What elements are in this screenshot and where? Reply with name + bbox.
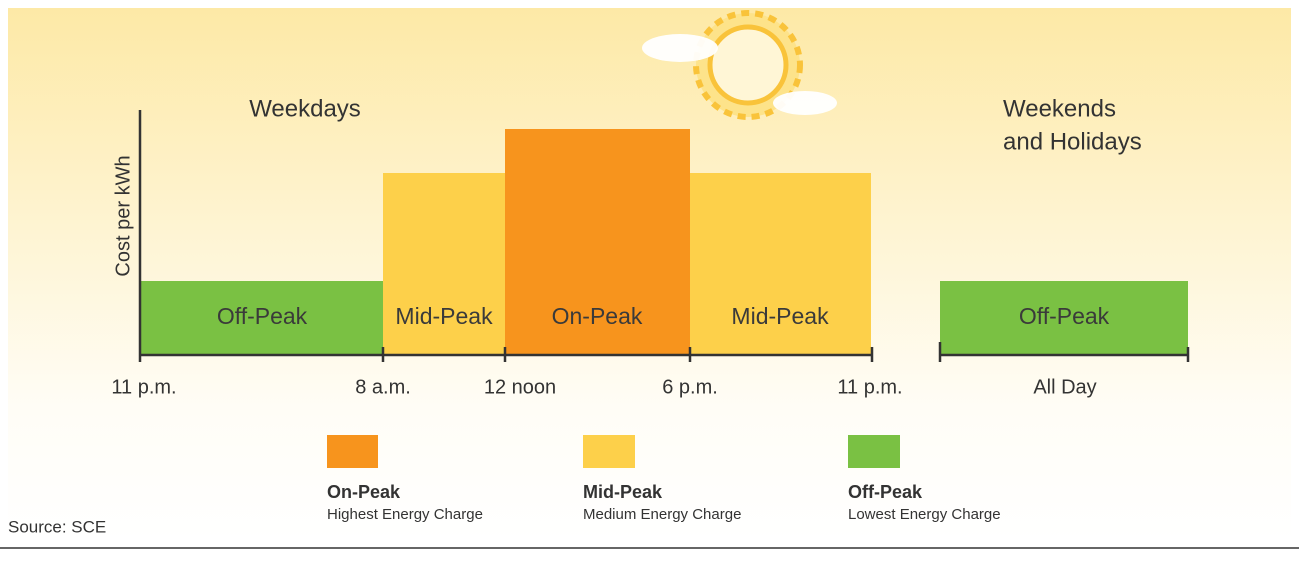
legend-description: Medium Energy Charge [583, 506, 741, 523]
legend-description: Lowest Energy Charge [848, 506, 1001, 523]
title-right: Weekends [1003, 95, 1116, 122]
segment [140, 281, 383, 355]
legend-title: Off-Peak [848, 482, 923, 502]
time-label: 12 noon [484, 376, 556, 398]
legend-title: On-Peak [327, 482, 401, 502]
legend-description: Highest Energy Charge [327, 506, 483, 523]
legend-title: Mid-Peak [583, 482, 663, 502]
legend-swatch [848, 435, 900, 468]
y-axis-label: Cost per kWh [112, 155, 134, 276]
segment [690, 173, 871, 355]
time-label: 6 p.m. [662, 376, 718, 398]
segment [505, 129, 690, 355]
segment-label: Mid-Peak [395, 303, 493, 329]
time-label: 8 a.m. [355, 376, 411, 398]
source: Source: SCE [8, 517, 106, 536]
title-right: and Holidays [1003, 128, 1142, 155]
segment-label: Off-Peak [1019, 303, 1110, 329]
segment [940, 281, 1188, 355]
sun [642, 10, 837, 120]
segment-label: Off-Peak [217, 303, 308, 329]
axes [138, 110, 1190, 362]
legend-swatch [583, 435, 635, 468]
legend-swatch [327, 435, 378, 468]
segment-label: On-Peak [552, 303, 643, 329]
segment [383, 173, 505, 355]
segment-label: Mid-Peak [731, 303, 829, 329]
title-left: Weekdays [249, 95, 361, 122]
time-label: 11 p.m. [837, 376, 902, 398]
time-label: 11 p.m. [111, 376, 176, 398]
time-label: All Day [1033, 376, 1096, 398]
